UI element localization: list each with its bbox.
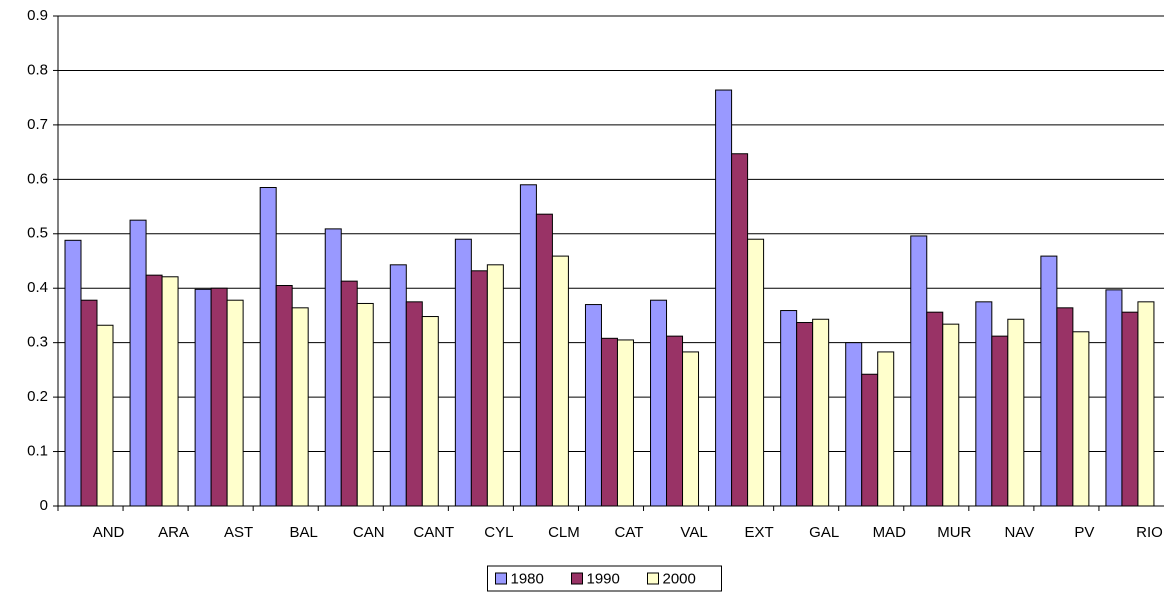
bar [1105, 289, 1123, 507]
x-tick-label: CAN [353, 524, 385, 541]
bar [616, 339, 634, 507]
bar [942, 323, 960, 507]
bar [129, 219, 147, 507]
y-tick-label: 0.5 [27, 225, 48, 242]
bar [226, 299, 244, 507]
bar [910, 235, 928, 507]
bar [1040, 255, 1058, 507]
bar [731, 153, 749, 507]
legend-swatch [571, 572, 583, 585]
x-tick-label: AST [224, 524, 253, 541]
bar [1137, 301, 1155, 507]
bar [1072, 331, 1090, 507]
x-tick-label: BAL [290, 524, 318, 541]
bar [356, 302, 374, 507]
bar [780, 310, 798, 507]
y-tick-label: 0.6 [27, 170, 48, 187]
y-tick-label: 0.3 [27, 334, 48, 351]
bar [715, 89, 733, 507]
x-tick-label: CYL [484, 524, 513, 541]
x-tick-label: ARA [158, 524, 189, 541]
bar [861, 373, 879, 507]
x-tick-label: MUR [937, 524, 971, 541]
x-tick-label: GAL [809, 524, 839, 541]
bar [421, 316, 439, 507]
bar [682, 351, 700, 507]
bar [210, 287, 228, 507]
bar [1121, 311, 1139, 507]
x-tick-label: AND [93, 524, 125, 541]
bar [340, 280, 358, 507]
y-tick-label: 0.2 [27, 388, 48, 405]
x-tick-label: RIO [1136, 524, 1163, 541]
bar [519, 184, 537, 507]
bar [389, 264, 407, 507]
bar [584, 304, 602, 507]
legend-label: 2000 [663, 570, 696, 587]
bar [324, 228, 342, 507]
bar [535, 213, 553, 507]
legend-swatch [495, 572, 507, 585]
x-tick-label: PV [1074, 524, 1094, 541]
bar [405, 301, 423, 507]
bar [666, 335, 684, 507]
bar [486, 264, 504, 507]
bar [1056, 307, 1074, 507]
bar [812, 318, 830, 507]
bar [470, 270, 488, 507]
y-tick-label: 0.9 [27, 7, 48, 24]
bar [161, 276, 179, 507]
bar [796, 322, 814, 507]
legend-label: 1990 [587, 570, 620, 587]
y-tick-label: 0.7 [27, 116, 48, 133]
y-tick-label: 0 [40, 497, 48, 514]
bar [145, 274, 163, 507]
legend-label: 1980 [511, 570, 544, 587]
bar [600, 337, 618, 507]
x-tick-label: MAD [873, 524, 907, 541]
x-tick-label: EXT [745, 524, 774, 541]
bar [275, 285, 293, 507]
bar [291, 307, 309, 507]
x-tick-label: CLM [548, 524, 580, 541]
bar [991, 335, 1009, 507]
legend-box [487, 565, 722, 592]
x-tick-label: CAT [615, 524, 644, 541]
bar [877, 351, 895, 507]
bar [64, 239, 82, 507]
y-tick-label: 0.4 [27, 279, 48, 296]
bar [650, 299, 668, 507]
bar [975, 301, 993, 507]
x-tick-label: CANT [413, 524, 454, 541]
y-tick-label: 0.1 [27, 443, 48, 460]
legend-swatch [647, 572, 659, 585]
bar [1007, 318, 1025, 507]
bar [96, 324, 114, 507]
bar [259, 187, 277, 507]
bar [194, 288, 212, 507]
x-tick-label: VAL [680, 524, 707, 541]
bar [454, 238, 472, 507]
bar [551, 255, 569, 507]
bar [80, 299, 98, 507]
y-tick-label: 0.8 [27, 61, 48, 78]
bar [845, 342, 863, 507]
x-tick-label: NAV [1004, 524, 1034, 541]
bar [926, 311, 944, 507]
bar [747, 238, 765, 507]
